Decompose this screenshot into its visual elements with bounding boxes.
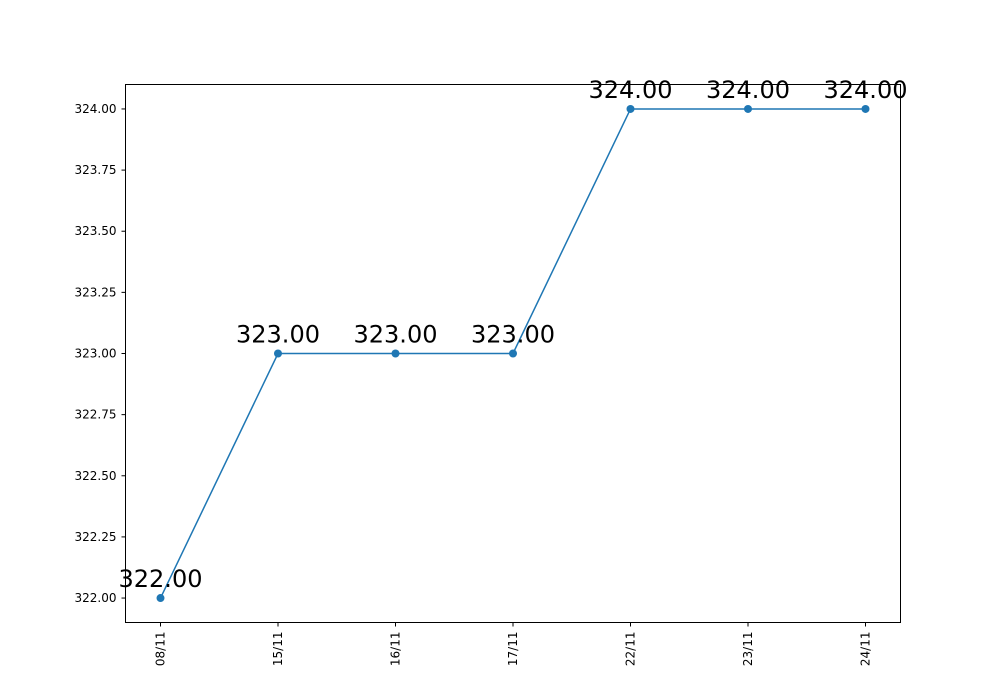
data-point — [509, 349, 517, 358]
y-tick-label: 323.75 — [75, 163, 117, 177]
data-label: 322.00 — [119, 565, 203, 593]
x-tick-label: 15/11 — [271, 632, 285, 667]
data-point — [274, 349, 282, 358]
data-label: 323.00 — [236, 321, 320, 349]
y-tick-label: 323.00 — [75, 347, 117, 361]
y-tick-label: 322.75 — [75, 408, 117, 422]
x-tick-label: 22/11 — [624, 632, 638, 667]
data-label: 324.00 — [824, 76, 908, 104]
data-point — [156, 594, 165, 603]
data-point — [626, 104, 635, 113]
x-tick-label: 24/11 — [859, 632, 873, 667]
data-label: 324.00 — [706, 76, 790, 104]
data-point — [861, 104, 870, 113]
y-tick-label: 322.00 — [75, 591, 117, 605]
y-tick-label: 322.50 — [75, 469, 117, 483]
data-label: 323.00 — [471, 321, 555, 349]
x-tick-label: 17/11 — [506, 632, 520, 667]
y-tick-label: 324.00 — [75, 102, 117, 116]
data-label: 323.00 — [354, 321, 438, 349]
x-tick-label: 08/11 — [154, 632, 168, 667]
data-point — [391, 349, 400, 358]
y-tick-label: 322.25 — [75, 530, 117, 544]
x-tick-label: 16/11 — [389, 632, 403, 667]
x-tick-label: 23/11 — [741, 632, 755, 667]
y-tick-label: 323.25 — [75, 285, 117, 299]
data-point — [744, 104, 752, 113]
data-label: 324.00 — [589, 76, 673, 104]
y-tick-label: 323.50 — [75, 224, 117, 238]
